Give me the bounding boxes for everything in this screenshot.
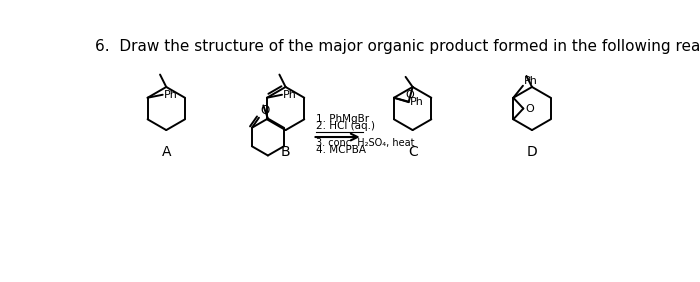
Text: 1. PhMgBr: 1. PhMgBr [316,114,369,124]
Text: Ph: Ph [410,97,424,107]
Text: C: C [408,146,417,160]
Text: 2. HCl (aq.): 2. HCl (aq.) [316,121,374,131]
Text: A: A [162,146,171,160]
Text: B: B [281,146,290,160]
Text: Ph: Ph [163,90,177,100]
Text: O: O [260,104,270,117]
Text: D: D [526,146,538,160]
Text: Ph: Ph [524,76,538,86]
Text: O: O [405,90,414,100]
Text: 3. conc. H₂SO₄, heat: 3. conc. H₂SO₄, heat [316,138,414,148]
Text: 6.  Draw the structure of the major organic product formed in the following reac: 6. Draw the structure of the major organ… [95,39,700,54]
Text: O: O [525,103,533,114]
Text: Ph: Ph [283,90,297,100]
Text: 4. MCPBA: 4. MCPBA [316,145,365,155]
